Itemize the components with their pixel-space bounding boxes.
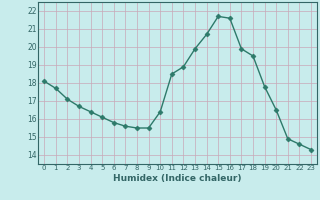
X-axis label: Humidex (Indice chaleur): Humidex (Indice chaleur) — [113, 174, 242, 183]
